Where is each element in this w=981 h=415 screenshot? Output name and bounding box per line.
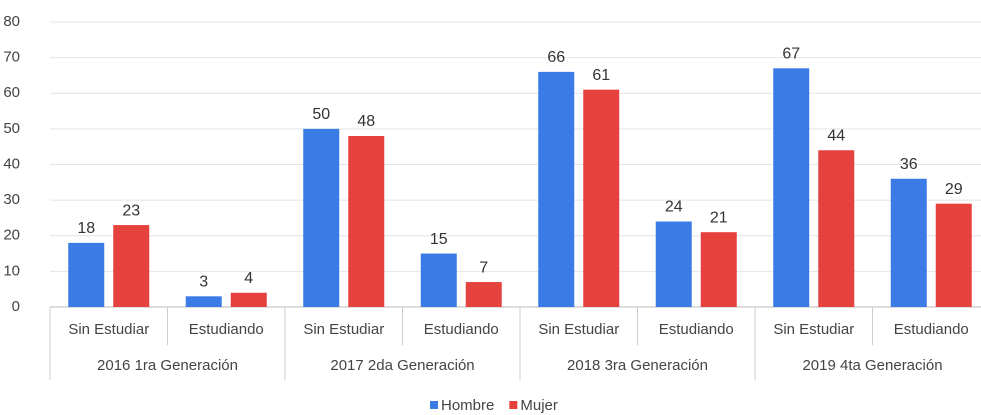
data-label: 48	[357, 113, 375, 130]
data-label: 4	[244, 270, 253, 287]
group-label: 2018 3ra Generación	[567, 357, 708, 374]
x-tick-label: Estudiando	[659, 321, 734, 338]
y-tick-label: 60	[3, 84, 20, 101]
y-tick-label: 10	[3, 262, 20, 279]
y-tick-label: 40	[3, 155, 20, 172]
bar	[68, 242, 105, 307]
bar	[655, 221, 692, 307]
bar	[185, 296, 222, 307]
data-label: 15	[430, 231, 448, 248]
data-label: 66	[547, 49, 565, 66]
legend-label: Mujer	[520, 397, 558, 414]
legend-swatch	[509, 401, 518, 409]
x-tick-label: Sin Estudiar	[538, 321, 619, 338]
y-tick-label: 20	[3, 227, 20, 244]
bar	[583, 89, 620, 307]
data-label: 3	[199, 274, 208, 291]
y-tick-label: 30	[3, 191, 20, 208]
x-tick-label: Sin Estudiar	[68, 321, 149, 338]
bar	[890, 178, 927, 307]
bar	[303, 128, 340, 307]
data-label: 21	[710, 209, 728, 226]
data-label: 23	[122, 202, 140, 219]
legend-label: Hombre	[441, 397, 494, 414]
x-tick-label: Estudiando	[894, 321, 969, 338]
bar	[818, 150, 855, 307]
y-tick-label: 50	[3, 120, 20, 137]
x-tick-label: Sin Estudiar	[773, 321, 854, 338]
bar	[230, 292, 267, 307]
bar	[700, 232, 737, 307]
data-label: 61	[592, 67, 610, 84]
x-tick-label: Estudiando	[424, 321, 499, 338]
group-label: 2017 2da Generación	[330, 357, 474, 374]
y-tick-label: 0	[12, 298, 20, 315]
bar	[420, 253, 457, 307]
legend-swatch	[430, 401, 438, 409]
data-label: 29	[945, 181, 963, 198]
data-label: 36	[900, 156, 918, 173]
data-label: 44	[827, 127, 845, 144]
y-tick-label: 80	[3, 13, 20, 30]
data-label: 24	[665, 199, 683, 216]
data-label: 7	[479, 259, 488, 276]
data-label: 67	[782, 46, 800, 63]
bar	[538, 71, 575, 307]
y-tick-label: 70	[3, 49, 20, 66]
group-label: 2016 1ra Generación	[97, 357, 238, 374]
x-tick-label: Estudiando	[189, 321, 264, 338]
bar	[773, 68, 810, 307]
bar	[465, 282, 502, 307]
x-tick-label: Sin Estudiar	[303, 321, 384, 338]
bar	[348, 136, 385, 307]
bar	[935, 203, 972, 307]
data-label: 18	[77, 220, 95, 237]
group-label: 2019 4ta Generación	[802, 357, 942, 374]
bar	[113, 225, 150, 307]
data-label: 50	[312, 106, 330, 123]
